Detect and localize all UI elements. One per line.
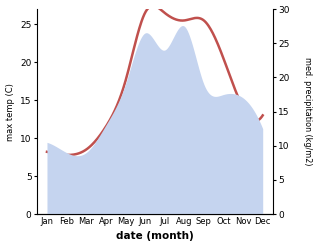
X-axis label: date (month): date (month) <box>116 231 194 242</box>
Y-axis label: max temp (C): max temp (C) <box>5 83 15 141</box>
Y-axis label: med. precipitation (kg/m2): med. precipitation (kg/m2) <box>303 57 313 166</box>
